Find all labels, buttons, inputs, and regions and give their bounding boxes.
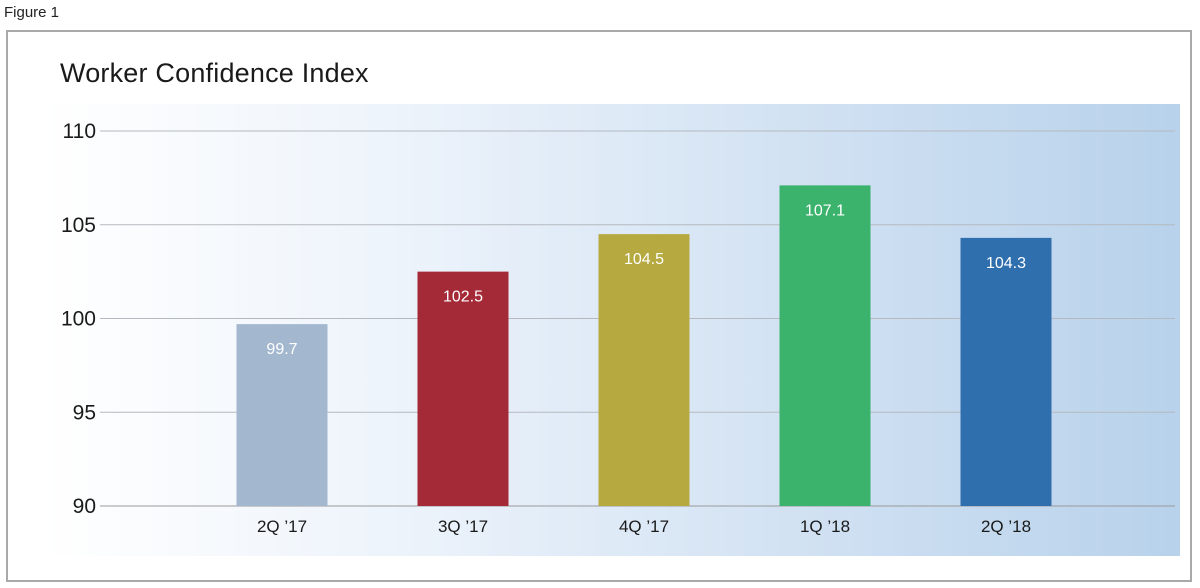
x-tick-label: 1Q ’18 xyxy=(800,517,850,536)
bar xyxy=(779,185,871,506)
bars: 99.7 102.5 104.5 107.1 104.3 xyxy=(236,185,1052,506)
bar-value-label: 104.5 xyxy=(624,251,664,268)
y-tick-label: 105 xyxy=(61,214,96,237)
x-axis-ticks: 2Q ’17 3Q ’17 4Q ’17 1Q ’18 2Q ’18 xyxy=(257,517,1031,536)
bar-value-label: 102.5 xyxy=(443,289,483,306)
x-tick-label: 3Q ’17 xyxy=(438,517,488,536)
y-tick-label: 110 xyxy=(63,120,96,143)
bar xyxy=(960,237,1052,506)
y-tick-label: 95 xyxy=(73,401,96,424)
y-axis-ticks: 90 95 100 105 110 xyxy=(61,120,96,518)
x-tick-label: 2Q ’17 xyxy=(257,517,307,536)
y-tick-label: 100 xyxy=(61,308,96,331)
bar xyxy=(417,271,509,506)
bar-value-label: 107.1 xyxy=(805,202,845,219)
chart-title: Worker Confidence Index xyxy=(60,58,369,88)
bar-value-label: 99.7 xyxy=(266,341,297,358)
x-tick-label: 4Q ’17 xyxy=(619,517,669,536)
y-tick-label: 90 xyxy=(73,495,96,518)
bar xyxy=(598,234,690,506)
x-tick-label: 2Q ’18 xyxy=(981,517,1031,536)
bar xyxy=(236,324,328,506)
bar-value-label: 104.3 xyxy=(986,255,1026,272)
figure-label: Figure 1 xyxy=(4,4,60,21)
